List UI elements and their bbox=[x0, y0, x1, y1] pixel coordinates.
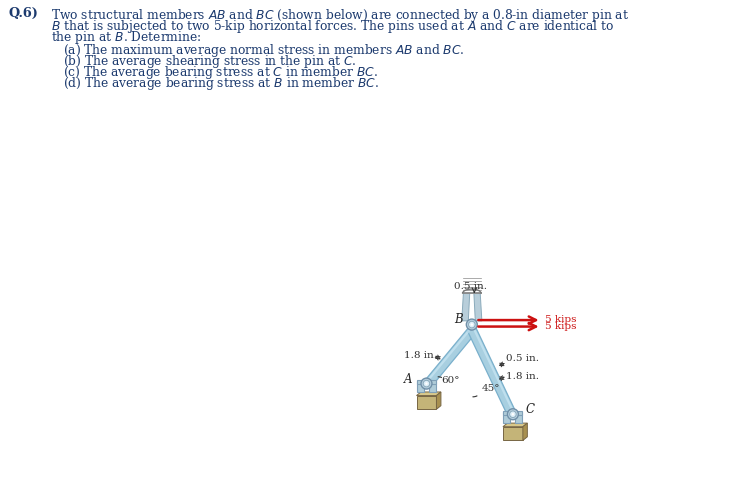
Polygon shape bbox=[473, 328, 516, 416]
Polygon shape bbox=[523, 423, 528, 440]
Text: 5 kips: 5 kips bbox=[545, 321, 576, 331]
Polygon shape bbox=[474, 294, 482, 321]
Circle shape bbox=[425, 382, 428, 385]
Circle shape bbox=[510, 411, 516, 418]
Text: the pin at $B$. Determine:: the pin at $B$. Determine: bbox=[51, 29, 201, 46]
Polygon shape bbox=[462, 293, 481, 294]
Text: Two structural members $AB$ and $BC$ (shown below) are connected by a 0.8-in dia: Two structural members $AB$ and $BC$ (sh… bbox=[51, 7, 629, 24]
Polygon shape bbox=[503, 427, 523, 440]
Polygon shape bbox=[436, 392, 441, 409]
Polygon shape bbox=[417, 380, 436, 384]
Text: A: A bbox=[404, 373, 413, 386]
Circle shape bbox=[470, 323, 473, 326]
Text: C: C bbox=[525, 403, 534, 416]
Text: Q.6): Q.6) bbox=[9, 7, 39, 20]
Text: (d) The average bearing stress at $B$ in member $BC$.: (d) The average bearing stress at $B$ in… bbox=[63, 75, 379, 91]
Text: 0.5 in.: 0.5 in. bbox=[454, 282, 487, 291]
Circle shape bbox=[421, 378, 432, 389]
Circle shape bbox=[507, 409, 519, 420]
Polygon shape bbox=[504, 411, 522, 415]
Circle shape bbox=[512, 413, 514, 415]
Circle shape bbox=[469, 321, 475, 328]
Polygon shape bbox=[417, 396, 436, 409]
Polygon shape bbox=[424, 329, 471, 385]
Circle shape bbox=[467, 319, 477, 330]
Polygon shape bbox=[423, 328, 476, 388]
Text: (a) The maximum average normal stress in members $AB$ and $BC$.: (a) The maximum average normal stress in… bbox=[63, 42, 465, 58]
Text: $B$ that is subjected to two 5-kip horizontal forces. The pins used at $A$ and $: $B$ that is subjected to two 5-kip horiz… bbox=[51, 18, 614, 35]
Polygon shape bbox=[516, 412, 522, 423]
Text: 1.8 in.: 1.8 in. bbox=[403, 351, 437, 360]
Text: 45°: 45° bbox=[481, 384, 500, 393]
Circle shape bbox=[424, 380, 429, 387]
Polygon shape bbox=[417, 381, 424, 392]
Text: B: B bbox=[455, 313, 463, 326]
Text: (c) The average bearing stress at $C$ in member $BC$.: (c) The average bearing stress at $C$ in… bbox=[63, 64, 378, 80]
Text: 0.5 in.: 0.5 in. bbox=[506, 354, 539, 363]
Polygon shape bbox=[504, 412, 510, 423]
Polygon shape bbox=[503, 423, 528, 427]
Text: (b) The average shearing stress in the pin at $C$.: (b) The average shearing stress in the p… bbox=[63, 53, 357, 69]
Polygon shape bbox=[468, 328, 517, 418]
Text: 1.8 in.: 1.8 in. bbox=[506, 372, 539, 381]
Polygon shape bbox=[417, 392, 441, 396]
Text: 60°: 60° bbox=[441, 376, 459, 385]
Polygon shape bbox=[429, 381, 436, 392]
Polygon shape bbox=[461, 294, 470, 321]
Text: 5 kips: 5 kips bbox=[545, 315, 576, 324]
